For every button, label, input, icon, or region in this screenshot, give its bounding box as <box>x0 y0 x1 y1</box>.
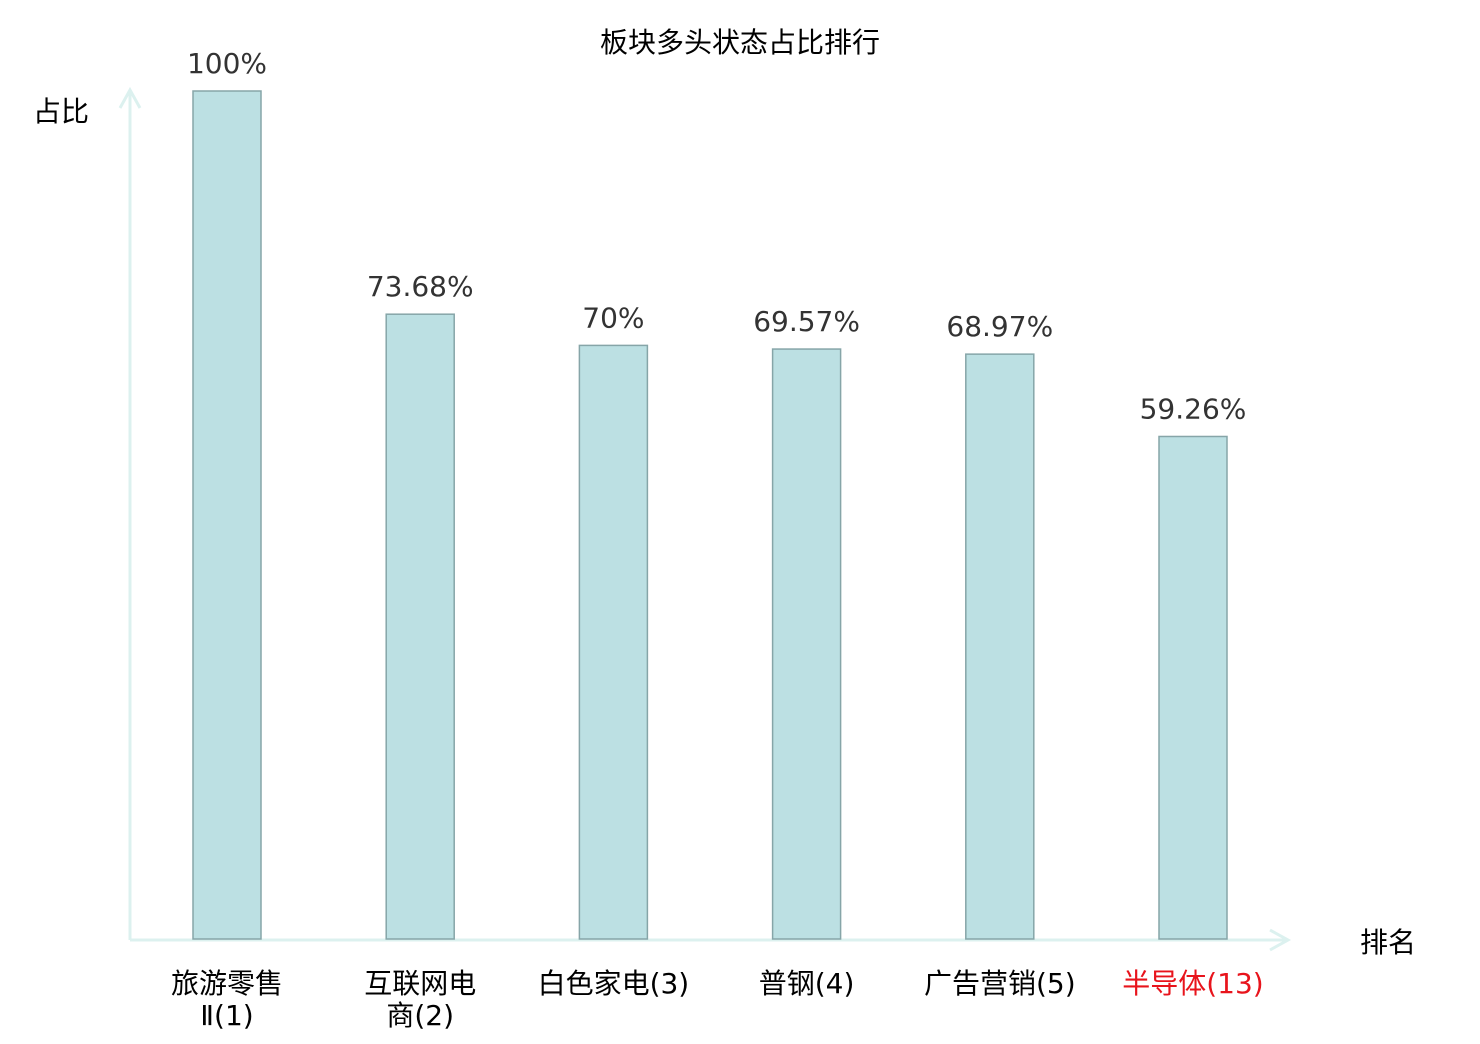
x-tick-label: 商(2) <box>386 999 454 1032</box>
x-tick-label: 广告营销(5) <box>924 967 1076 1000</box>
y-axis-label: 占比 <box>33 95 89 128</box>
x-axis-arrow <box>1269 928 1292 952</box>
bar <box>385 313 455 940</box>
value-label: 73.68% <box>367 270 474 303</box>
value-label: 69.57% <box>753 305 860 338</box>
bar <box>192 90 262 940</box>
x-tick-label: 旅游零售 <box>171 967 283 1000</box>
value-label: 70% <box>582 301 644 334</box>
x-tick-label: Ⅱ(1) <box>200 999 253 1032</box>
value-label: 68.97% <box>946 310 1053 343</box>
bar <box>771 348 842 940</box>
value-label: 59.26% <box>1140 392 1247 425</box>
bar <box>1158 435 1228 940</box>
x-tick-label: 普钢(4) <box>759 967 855 1000</box>
value-label: 100% <box>187 47 267 80</box>
x-axis-label: 排名 <box>1360 926 1416 959</box>
x-tick-label: 白色家电(3) <box>538 967 690 1000</box>
axes <box>118 86 1292 952</box>
x-tick-label: 半导体(13) <box>1122 967 1263 1000</box>
y-axis-arrow <box>118 86 142 109</box>
bar <box>965 353 1035 940</box>
x-tick-label: 互联网电 <box>364 967 476 1000</box>
bar <box>578 344 649 940</box>
chart-title: 板块多头状态占比排行 <box>600 26 880 59</box>
